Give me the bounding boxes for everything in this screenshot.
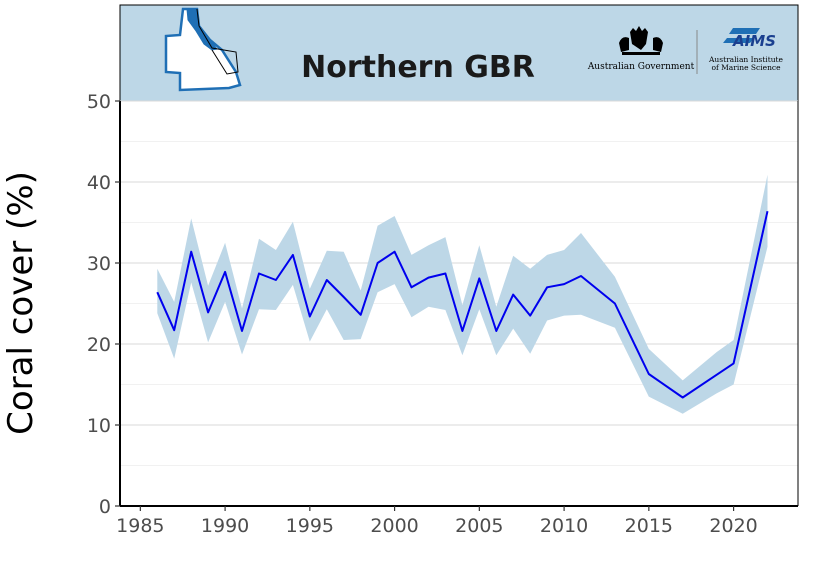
x-tick-label: 1995	[286, 515, 334, 537]
y-tick-label: 0	[99, 496, 111, 518]
x-tick-label: 2010	[540, 515, 588, 537]
queensland-map-icon	[164, 7, 242, 92]
x-tick-label: 2015	[625, 515, 673, 537]
y-tick-label: 40	[87, 172, 111, 194]
aims-text-line2: of Marine Science	[711, 63, 781, 72]
header-title: Northern GBR	[301, 50, 535, 85]
x-tick-label: 2000	[370, 515, 418, 537]
australian-government-text: Australian Government	[587, 62, 695, 72]
svg-text:AIMS: AIMS	[732, 32, 776, 50]
confidence-band	[157, 174, 768, 414]
x-tick-label: 1990	[201, 515, 249, 537]
coral-cover-line	[156, 210, 769, 399]
y-axis-label: Coral cover (%)	[1, 171, 41, 435]
x-tick-label: 2020	[709, 515, 757, 537]
aims-text-line1: Australian Institute	[708, 55, 784, 64]
y-tick-label: 30	[87, 253, 111, 275]
aims-wave-icon: AIMS	[723, 28, 776, 50]
y-tick-label: 50	[87, 91, 111, 113]
x-tick-label: 1985	[116, 515, 164, 537]
australian-government-logo: Australian Government	[587, 26, 695, 72]
coat-of-arms-icon	[619, 26, 663, 55]
x-tick-label: 2005	[455, 515, 503, 537]
y-tick-label: 20	[87, 334, 111, 356]
aims-logo: AIMS Australian Institute of Marine Scie…	[708, 28, 784, 72]
y-tick-label: 10	[87, 415, 111, 437]
